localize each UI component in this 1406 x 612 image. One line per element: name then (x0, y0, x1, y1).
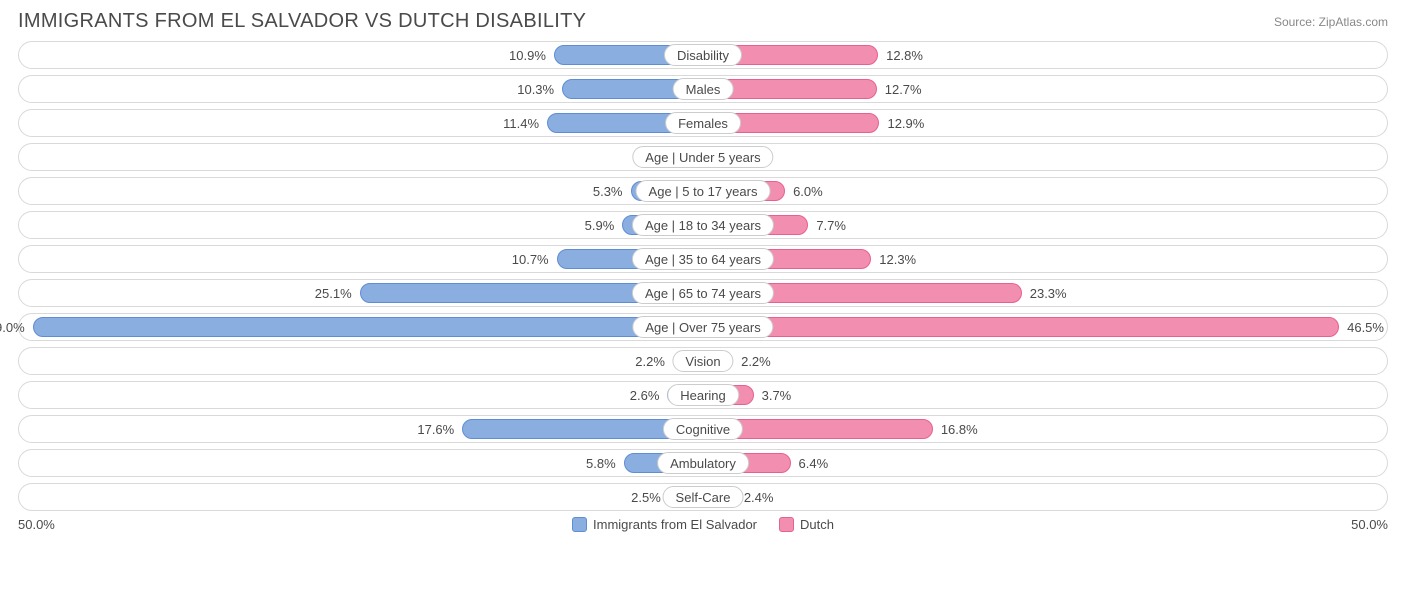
value-label-left: 10.3% (517, 76, 554, 104)
value-label-right: 7.7% (816, 212, 846, 240)
value-label-left: 2.5% (631, 484, 661, 512)
legend: Immigrants from El Salvador Dutch (572, 517, 834, 532)
chart-row: 17.6% 16.8% Cognitive (18, 415, 1388, 443)
value-label-right: 12.8% (886, 42, 923, 70)
bar-left (33, 317, 703, 337)
value-label-left: 49.0% (0, 314, 25, 342)
category-pill: Age | 65 to 74 years (632, 282, 774, 304)
legend-label-right: Dutch (800, 517, 834, 532)
chart-row: 49.0%46.5%Age | Over 75 years (18, 313, 1388, 341)
category-pill: Ambulatory (657, 452, 749, 474)
chart-row: 10.3% 12.7% Males (18, 75, 1388, 103)
value-label-left: 10.9% (509, 42, 546, 70)
chart-header: IMMIGRANTS FROM EL SALVADOR VS DUTCH DIS… (0, 0, 1406, 39)
chart-source: Source: ZipAtlas.com (1274, 15, 1388, 29)
value-label-right: 12.7% (885, 76, 922, 104)
category-pill: Hearing (667, 384, 739, 406)
chart-row: 10.9% 12.8% Disability (18, 41, 1388, 69)
value-label-left: 5.3% (593, 178, 623, 206)
chart-row: 1.1%1.7%Age | Under 5 years (18, 143, 1388, 171)
value-label-right: 12.9% (887, 110, 924, 138)
legend-swatch-right (779, 517, 794, 532)
value-label-left: 5.8% (586, 450, 616, 478)
value-label-right: 16.8% (941, 416, 978, 444)
category-pill: Age | 35 to 64 years (632, 248, 774, 270)
value-label-right: 3.7% (762, 382, 792, 410)
category-pill: Age | 5 to 17 years (636, 180, 771, 202)
value-label-right: 12.3% (879, 246, 916, 274)
category-pill: Age | Over 75 years (632, 316, 773, 338)
legend-item-left: Immigrants from El Salvador (572, 517, 757, 532)
chart-body: 10.9% 12.8% Disability 10.3% 12.7% Males 11.4%… (18, 41, 1388, 511)
category-pill: Age | Under 5 years (632, 146, 773, 168)
value-label-left: 25.1% (315, 280, 352, 308)
category-pill: Males (673, 78, 734, 100)
value-label-right: 46.5% (1347, 314, 1384, 342)
chart-footer: 50.0% Immigrants from El Salvador Dutch … (18, 517, 1388, 532)
value-label-right: 23.3% (1030, 280, 1067, 308)
value-label-left: 5.9% (585, 212, 615, 240)
chart-row: 2.6% 3.7% Hearing (18, 381, 1388, 409)
chart-row: 10.7% 12.3% Age | 35 to 64 years (18, 245, 1388, 273)
category-pill: Cognitive (663, 418, 743, 440)
chart-row: 2.5% 2.4%Self-Care (18, 483, 1388, 511)
chart-row: 5.9% 7.7% Age | 18 to 34 years (18, 211, 1388, 239)
category-pill: Disability (664, 44, 742, 66)
category-pill: Self-Care (663, 486, 744, 508)
chart-row: 5.8% 6.4% Ambulatory (18, 449, 1388, 477)
value-label-right: 6.0% (793, 178, 823, 206)
axis-left-max: 50.0% (18, 517, 78, 532)
axis-right-max: 50.0% (1328, 517, 1388, 532)
value-label-left: 2.6% (630, 382, 660, 410)
chart-row: 11.4% 12.9% Females (18, 109, 1388, 137)
category-pill: Vision (672, 350, 733, 372)
category-pill: Age | 18 to 34 years (632, 214, 774, 236)
chart-row: 2.2% 2.2% Vision (18, 347, 1388, 375)
value-label-right: 2.4% (744, 484, 774, 512)
value-label-left: 2.2% (635, 348, 665, 376)
value-label-left: 17.6% (417, 416, 454, 444)
chart-row: 25.1% 23.3% Age | 65 to 74 years (18, 279, 1388, 307)
bar-right (703, 317, 1339, 337)
legend-item-right: Dutch (779, 517, 834, 532)
value-label-left: 11.4% (503, 110, 539, 138)
legend-label-left: Immigrants from El Salvador (593, 517, 757, 532)
value-label-right: 2.2% (741, 348, 771, 376)
legend-swatch-left (572, 517, 587, 532)
value-label-right: 6.4% (799, 450, 829, 478)
value-label-left: 10.7% (512, 246, 549, 274)
category-pill: Females (665, 112, 741, 134)
chart-title: IMMIGRANTS FROM EL SALVADOR VS DUTCH DIS… (18, 10, 586, 33)
chart-row: 5.3% 6.0% Age | 5 to 17 years (18, 177, 1388, 205)
